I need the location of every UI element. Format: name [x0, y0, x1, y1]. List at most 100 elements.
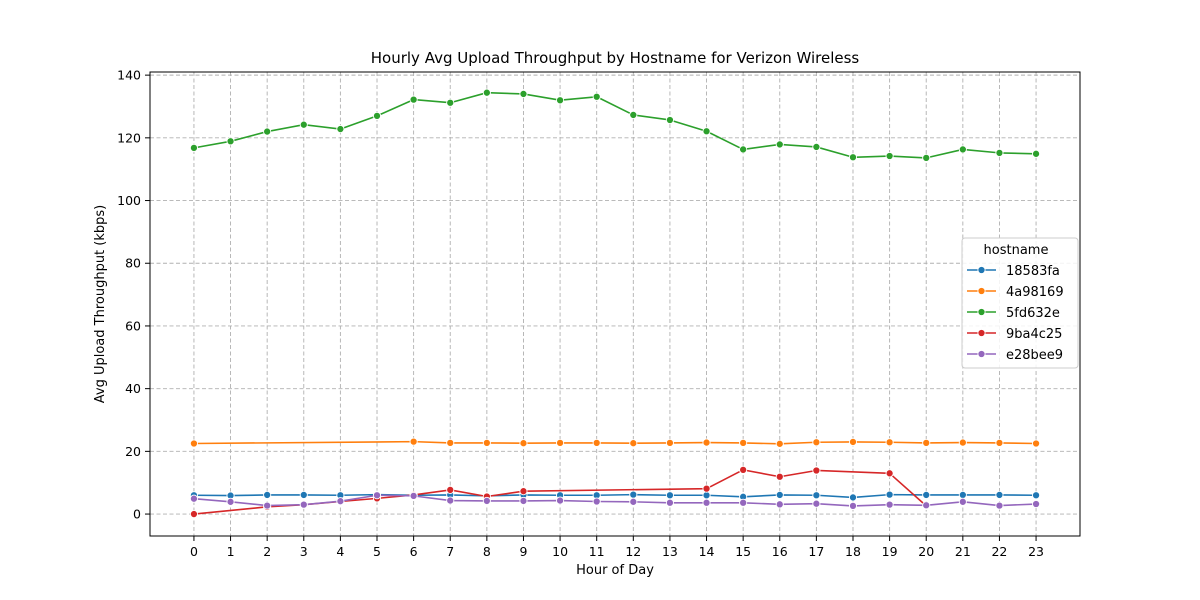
- x-tick-label: 17: [808, 544, 824, 559]
- data-point: [592, 497, 601, 506]
- data-point: [446, 496, 455, 505]
- legend-item: 9ba4c25: [967, 327, 1062, 342]
- data-point: [922, 501, 931, 510]
- data-point: [1032, 499, 1041, 509]
- x-tick-label: 12: [625, 544, 641, 559]
- legend: hostname 18583fa 4a98169 5fd632e 9ba4c25 e28…: [961, 237, 1079, 369]
- data-point: [263, 127, 272, 136]
- x-tick-label: 1: [227, 544, 235, 559]
- legend-marker: [977, 307, 986, 317]
- data-point: [482, 88, 491, 97]
- x-tick-label: 13: [662, 544, 678, 559]
- legend-marker: [977, 328, 986, 338]
- data-point: [885, 490, 894, 499]
- data-point: [189, 510, 198, 519]
- data-point: [739, 145, 748, 154]
- data-point: [226, 137, 235, 146]
- data-point: [885, 469, 894, 478]
- y-tick-label: 0: [133, 507, 141, 522]
- x-axis-label: Hour of Day: [576, 563, 654, 578]
- x-tick-label: 0: [190, 544, 198, 559]
- y-tick-label: 20: [125, 444, 141, 459]
- x-tick-label: 8: [483, 544, 491, 559]
- data-point: [409, 491, 418, 500]
- legend-marker: [977, 286, 986, 296]
- legend-label: 4a98169: [1006, 285, 1064, 300]
- y-tick-label: 140: [117, 68, 141, 83]
- x-tick-label: 19: [882, 544, 898, 559]
- data-point: [665, 115, 674, 125]
- data-point: [848, 493, 858, 502]
- series-line: [193, 493, 1037, 499]
- y-tick-label: 120: [117, 130, 141, 145]
- data-point: [775, 439, 784, 448]
- series-line: [193, 440, 1037, 445]
- data-point: [592, 438, 601, 447]
- data-point: [702, 491, 711, 500]
- data-point: [739, 438, 748, 447]
- legend-label: e28bee9: [1006, 348, 1063, 363]
- data-point: [446, 485, 455, 494]
- data-point: [409, 95, 418, 104]
- data-point: [226, 497, 235, 506]
- data-point: [848, 437, 858, 446]
- data-point: [556, 496, 565, 505]
- data-point: [1032, 149, 1041, 158]
- data-point: [885, 500, 894, 509]
- x-tick-label: 16: [772, 544, 788, 559]
- x-tick-label: 5: [373, 544, 381, 559]
- data-point: [775, 500, 784, 509]
- data-point: [995, 490, 1004, 499]
- data-point: [556, 96, 565, 105]
- data-point: [885, 438, 894, 447]
- data-point: [958, 490, 967, 499]
- data-point: [629, 497, 638, 506]
- data-point: [958, 145, 967, 154]
- data-point: [812, 438, 821, 447]
- data-point: [629, 490, 638, 499]
- x-axis: 0 1 2 3 4 5 6 7 8 9 10 11 12 13 14 15 16 17 18 19 20 21 22 23: [190, 536, 1044, 559]
- plot-frame: [149, 71, 1081, 537]
- data-point: [372, 111, 382, 120]
- x-tick-label: 4: [336, 544, 344, 559]
- data-point: [482, 438, 491, 447]
- x-tick-label: 11: [589, 544, 605, 559]
- legend-items: 18583fa 4a98169 5fd632e 9ba4c25 e28bee9: [967, 264, 1064, 363]
- data-point: [922, 490, 931, 499]
- data-point: [446, 98, 455, 107]
- data-point: [665, 491, 674, 500]
- series-line: [193, 494, 1037, 507]
- x-tick-label: 20: [918, 544, 934, 559]
- series-layer: [189, 88, 1041, 519]
- data-point: [629, 110, 638, 120]
- data-point: [519, 439, 528, 448]
- x-tick-label: 3: [300, 544, 308, 559]
- legend-label: 18583fa: [1006, 264, 1060, 279]
- x-tick-label: 22: [991, 544, 1007, 559]
- legend-label: 5fd632e: [1006, 306, 1060, 321]
- x-tick-label: 9: [519, 544, 527, 559]
- legend-marker: [977, 265, 986, 275]
- data-point: [702, 484, 711, 493]
- data-point: [775, 140, 784, 149]
- series-4a98169: [189, 437, 1041, 448]
- x-tick-label: 2: [263, 544, 271, 559]
- data-point: [299, 500, 308, 509]
- data-point: [263, 501, 272, 510]
- y-axis-label: Avg Upload Throughput (kbps): [93, 205, 108, 404]
- data-point: [189, 143, 198, 152]
- data-point: [336, 497, 345, 506]
- x-tick-label: 21: [955, 544, 971, 559]
- data-point: [775, 472, 784, 481]
- data-point: [556, 438, 565, 447]
- data-point: [189, 439, 198, 448]
- data-point: [848, 153, 858, 162]
- x-tick-label: 10: [552, 544, 568, 559]
- data-point: [922, 153, 931, 162]
- data-point: [995, 501, 1004, 510]
- data-point: [702, 127, 711, 136]
- x-tick-label: 15: [735, 544, 751, 559]
- legend-item: 18583fa: [967, 264, 1060, 279]
- x-tick-label: 7: [446, 544, 454, 559]
- data-point: [922, 438, 931, 447]
